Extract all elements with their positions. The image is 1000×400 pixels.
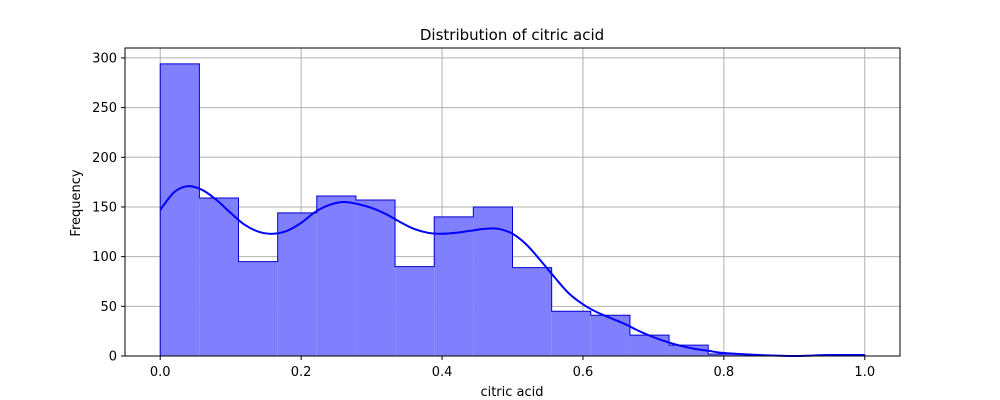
y-tick-label: 0: [109, 350, 117, 365]
y-tick-label: 50: [100, 300, 117, 315]
histogram-bar: [316, 196, 356, 356]
x-tick-label: 0.4: [432, 365, 453, 380]
histogram-bar: [238, 261, 278, 356]
y-tick-label: 200: [92, 151, 117, 166]
kde-curve: [159, 185, 865, 358]
x-axis-label: citric acid: [480, 385, 543, 400]
x-tick-label: 0.2: [291, 365, 312, 380]
y-tick-label: 150: [92, 200, 117, 215]
histogram-bar: [160, 63, 200, 356]
histogram-bar: [434, 216, 474, 356]
histogram-bar: [629, 335, 670, 356]
histogram-bar: [355, 200, 396, 356]
y-tick-label: 250: [92, 101, 117, 116]
histogram-bar: [551, 311, 591, 356]
histogram-bar: [395, 266, 435, 356]
histogram-bar: [590, 315, 630, 356]
y-axis-label: Frequency: [69, 169, 84, 236]
ticks-layer: 0.0 0.2 0.4 0.6 0.8 1.0 0 50 100 150 200 250 300: [92, 51, 875, 380]
y-tick-label: 100: [92, 250, 117, 265]
x-tick-label: 0.0: [150, 365, 171, 380]
histogram-bar: [199, 198, 239, 356]
plot-frame: [124, 47, 901, 357]
y-tick-label: 300: [92, 51, 117, 66]
chart-title: Distribution of citric acid: [420, 26, 604, 44]
x-tick-label: 1.0: [854, 365, 875, 380]
x-tick-label: 0.8: [714, 365, 735, 380]
histogram-bar: [512, 267, 552, 356]
histogram-bar: [669, 345, 709, 356]
bars-layer: [159, 63, 866, 357]
axes-layer: [124, 47, 901, 357]
x-tick-label: 0.6: [573, 365, 594, 380]
kde-layer: [159, 185, 865, 358]
histogram-bar: [277, 212, 317, 356]
histogram-bar: [708, 354, 748, 356]
